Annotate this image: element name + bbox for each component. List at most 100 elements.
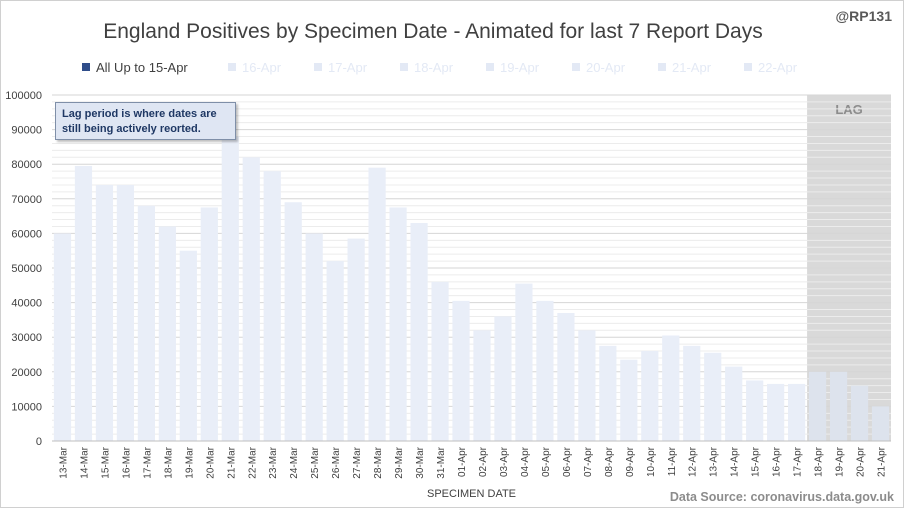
legend-item: 18-Apr (400, 60, 453, 75)
x-tick-label: 17-Apr (793, 446, 804, 477)
bar (305, 233, 323, 441)
lag-annotation: Lag period is where dates are still bein… (55, 102, 236, 140)
x-tick-label: 23-Mar (268, 446, 279, 478)
author-handle: @RP131 (835, 8, 892, 24)
bar (746, 380, 764, 441)
bar (116, 184, 135, 441)
x-tick-label: 06-Apr (562, 446, 573, 477)
legend-label: 19-Apr (500, 60, 540, 75)
legend-swatch (400, 63, 408, 71)
x-tick-label: 29-Mar (394, 446, 405, 478)
x-tick-label: 20-Mar (205, 446, 216, 478)
data-source: Data Source: coronavirus.data.gov.uk (669, 490, 894, 504)
legend-swatch (658, 63, 666, 71)
bar (578, 330, 596, 441)
legend-item: 21-Apr (658, 60, 711, 75)
bar (137, 205, 155, 441)
x-tick-label: 19-Apr (835, 446, 846, 477)
x-tick-label: 21-Apr (877, 446, 888, 477)
annotation-line-2: still being actively reorted. (62, 123, 201, 135)
y-tick-label: 90000 (11, 125, 42, 137)
x-tick-label: 03-Apr (499, 446, 510, 477)
x-tick-label: 19-Mar (184, 446, 195, 478)
bar (808, 371, 827, 441)
bar (368, 167, 386, 441)
bar (389, 207, 407, 441)
x-axis-title: SPECIMEN DATE (427, 488, 516, 500)
x-tick-label: 04-Apr (520, 446, 531, 477)
x-tick-label: 31-Mar (436, 446, 447, 478)
y-tick-label: 40000 (11, 298, 42, 310)
y-tick-label: 0 (36, 436, 42, 448)
x-tick-label: 01-Apr (457, 446, 468, 477)
bar (221, 136, 239, 441)
y-tick-label: 80000 (11, 159, 42, 171)
bar (871, 406, 890, 441)
x-tick-label: 12-Apr (688, 446, 699, 477)
bar (473, 330, 491, 441)
x-tick-label: 11-Apr (667, 446, 678, 476)
legend-label: 21-Apr (672, 60, 712, 75)
bar (494, 316, 512, 441)
legend-swatch (744, 63, 752, 71)
legend-label: 20-Apr (586, 60, 626, 75)
x-tick-label: 21-Mar (226, 446, 237, 478)
bar (599, 345, 617, 441)
x-tick-label: 30-Mar (415, 446, 426, 478)
legend-swatch (572, 63, 580, 71)
x-tick-label: 16-Apr (772, 446, 783, 477)
bar (704, 352, 722, 441)
x-tick-label: 27-Mar (352, 446, 363, 478)
x-tick-label: 17-Mar (142, 446, 153, 478)
x-tick-label: 10-Apr (646, 446, 657, 477)
x-tick-label: 15-Apr (751, 446, 762, 477)
bar (410, 223, 428, 441)
bar (850, 385, 869, 441)
y-tick-label: 20000 (11, 367, 42, 379)
x-tick-label: 16-Mar (121, 446, 132, 478)
x-tick-label: 14-Mar (79, 446, 90, 478)
x-tick-label: 15-Mar (100, 446, 111, 478)
bar (683, 345, 701, 441)
x-tick-label: 20-Apr (856, 446, 867, 477)
bar (829, 371, 848, 441)
x-tick-label: 09-Apr (625, 446, 636, 477)
bar (536, 300, 554, 441)
legend-item: 17-Apr (314, 60, 367, 75)
bar (242, 157, 260, 441)
x-tick-label: 25-Mar (310, 446, 321, 478)
y-tick-label: 50000 (11, 263, 42, 275)
x-tick-label: 26-Mar (331, 446, 342, 478)
bar (725, 366, 743, 441)
bar (347, 238, 365, 441)
x-tick-label: 22-Mar (247, 446, 258, 478)
lag-label: LAG (835, 102, 862, 117)
legend-swatch (228, 63, 236, 71)
bar (515, 283, 533, 441)
legend-label: All Up to 15-Apr (96, 60, 188, 75)
legend-item: 22-Apr (744, 60, 797, 75)
x-tick-label: 07-Apr (583, 446, 594, 477)
x-tick-label: 13-Apr (709, 446, 720, 477)
bar (767, 383, 785, 441)
legend-label: 16-Apr (242, 60, 282, 75)
chart-title: England Positives by Specimen Date - Ani… (103, 20, 763, 43)
bar (620, 359, 638, 441)
bar (662, 335, 680, 441)
bar (74, 165, 93, 441)
axes: 0 10000 20000 30000 40000 50000 60000 70000 8000… (5, 90, 891, 500)
annotation-line-1: Lag period is where dates are (62, 108, 217, 120)
x-tick-label: 13-Mar (58, 446, 69, 478)
bar (179, 250, 197, 441)
x-tick-label: 24-Mar (289, 446, 300, 478)
x-tick-label: 08-Apr (604, 446, 615, 477)
legend-item: 19-Apr (486, 60, 539, 75)
x-tick-label: 05-Apr (541, 446, 552, 477)
bar (158, 226, 176, 441)
legend-swatch (486, 63, 494, 71)
bar (284, 202, 302, 441)
x-tick-label: 28-Mar (373, 446, 384, 478)
bar (95, 184, 114, 441)
x-tick-label: 14-Apr (730, 446, 741, 477)
